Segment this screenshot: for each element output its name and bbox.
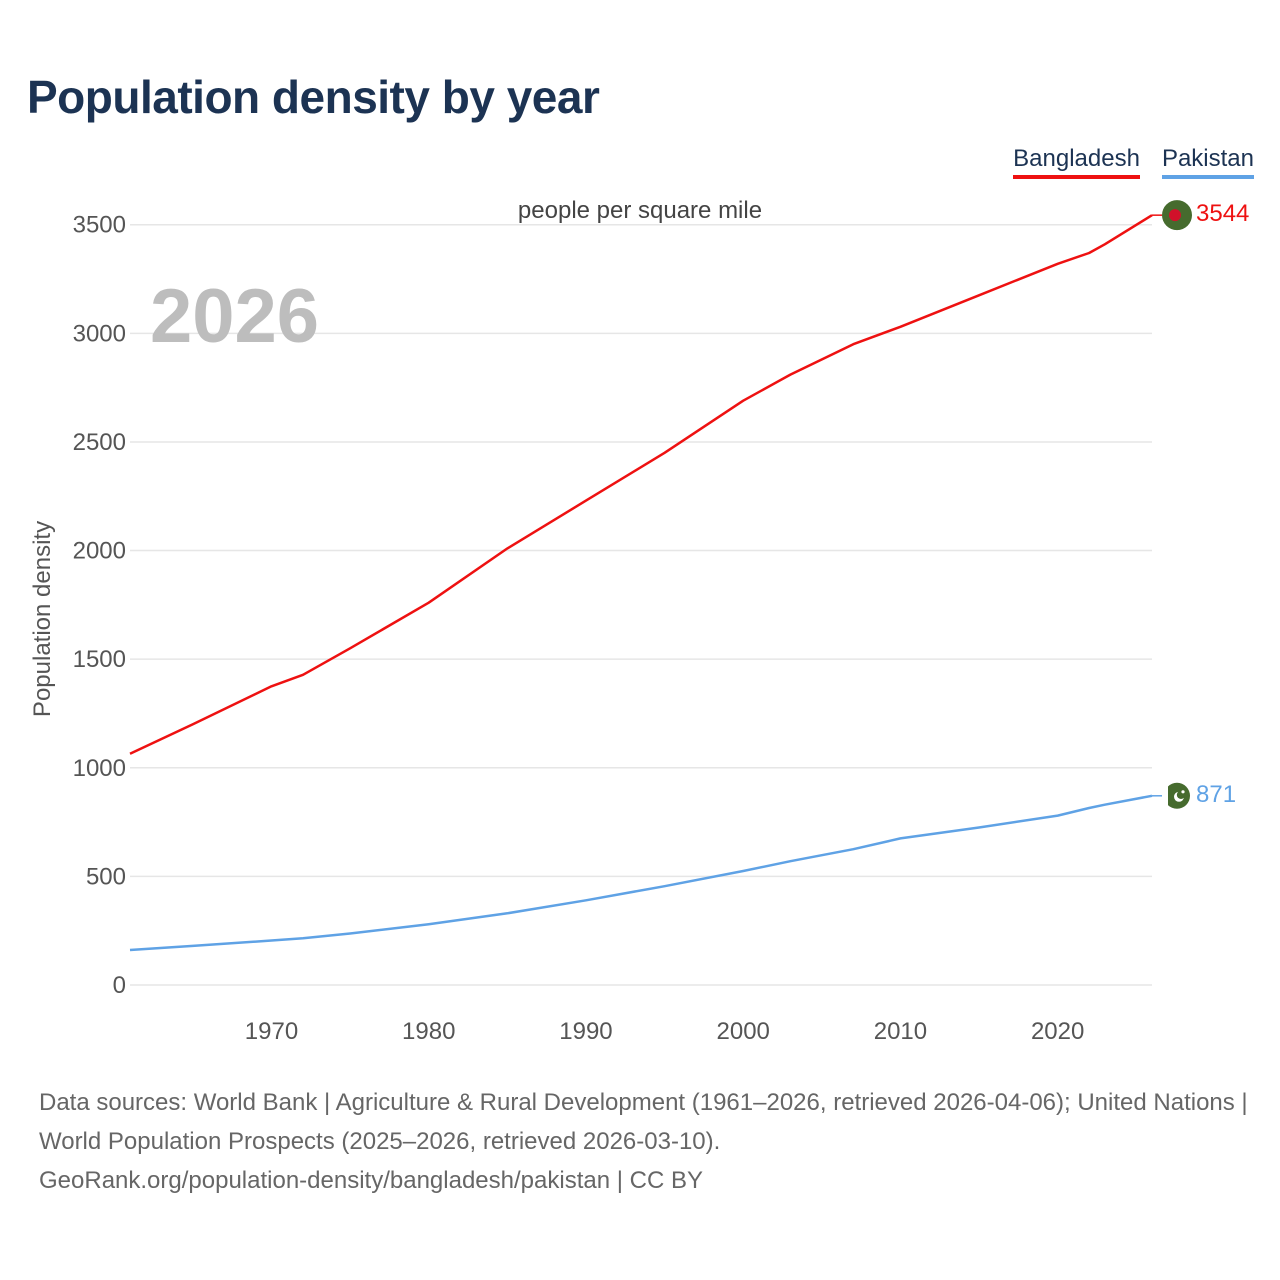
flag-stripe [1162, 782, 1168, 809]
y-tick-label: 0 [113, 972, 126, 999]
series-line-bangladesh [129, 214, 1153, 755]
x-tick-label: 2000 [717, 1018, 770, 1045]
series-line-pakistan [129, 794, 1153, 952]
y-tick-label: 1000 [73, 755, 126, 782]
y-tick-label: 2500 [73, 429, 126, 456]
legend-item-pakistan[interactable]: Pakistan [1161, 145, 1254, 179]
y-tick-label: 3500 [73, 212, 126, 239]
x-tick-label: 1970 [245, 1018, 298, 1045]
flag-star [1181, 790, 1185, 794]
unit-subtitle: people per square mile [517, 197, 763, 224]
y-tick-label: 1500 [73, 646, 126, 673]
x-tick-label: 2020 [1031, 1018, 1084, 1045]
source-link[interactable]: GeoRank.org/population-density/banglades… [39, 1167, 703, 1194]
y-tick-label: 3000 [73, 320, 126, 347]
legend: Bangladesh Pakistan [1013, 145, 1254, 179]
y-tick-label: 500 [86, 863, 126, 890]
sources-text: Data sources: World Bank | Agriculture &… [39, 1089, 1248, 1155]
y-axis-label: Population density [29, 521, 56, 717]
x-tick-label: 2010 [874, 1018, 927, 1045]
year-label: 2026 [150, 274, 319, 359]
sources-footer: Data sources: World Bank | Agriculture &… [39, 1083, 1249, 1200]
y-tick-label: 2000 [73, 538, 126, 565]
end-value-label-pakistan: 871 [1196, 781, 1236, 808]
x-tick-label: 1980 [402, 1018, 455, 1045]
chart-title: Population density by year [27, 71, 600, 123]
legend-item-bangladesh[interactable]: Bangladesh [1013, 145, 1140, 179]
end-value-label-bangladesh: 3544 [1196, 200, 1249, 227]
flag-disc [1169, 209, 1181, 222]
x-tick-label: 1990 [559, 1018, 612, 1045]
